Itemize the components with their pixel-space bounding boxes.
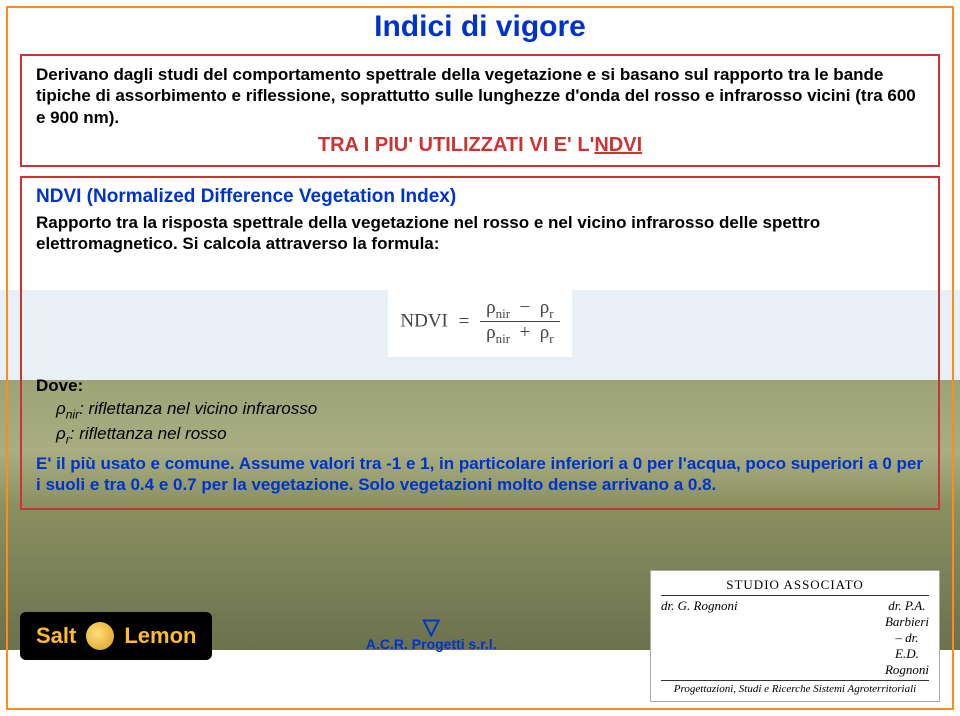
- ndvi-description: Rapporto tra la risposta spettrale della…: [36, 212, 924, 255]
- slide-title: Indici di vigore: [0, 10, 960, 44]
- intro-text: Derivano dagli studi del comportamento s…: [36, 64, 924, 128]
- den-rho-r: ρ: [540, 322, 549, 343]
- equals-sign: =: [459, 311, 470, 332]
- dove-block: Dove: ρnir: riflettanza nel vicino infra…: [36, 375, 924, 496]
- num-r-sub: r: [549, 305, 553, 320]
- rho-r-symbol: ρ: [56, 424, 66, 443]
- rho-nir-text: : riflettanza nel vicino infrarosso: [79, 399, 317, 418]
- rho-nir-line: ρnir: riflettanza nel vicino infrarosso: [36, 398, 924, 423]
- studio-title: STUDIO ASSOCIATO: [661, 577, 929, 596]
- lemon-icon: [86, 622, 114, 650]
- formula-lhs: NDVI: [400, 310, 448, 331]
- den-rho-nir: ρ: [486, 322, 495, 343]
- rho-nir-sub: nir: [66, 407, 79, 421]
- studio-name-left: dr. G. Rognoni: [661, 598, 738, 678]
- ndvi-link: NDVI: [594, 134, 642, 156]
- acr-text: A.C.R. Progetti s.r.l.: [366, 636, 497, 652]
- den-r-sub: r: [549, 331, 553, 346]
- lemon-text: Lemon: [124, 623, 196, 649]
- studio-subtitle: Progettazioni, Studi e Ricerche Sistemi …: [661, 680, 929, 695]
- num-rho-nir: ρ: [486, 297, 495, 318]
- studio-names: dr. G. Rognoni dr. P.A. Barbieri – dr. E…: [661, 596, 929, 680]
- ndvi-box: NDVI (Normalized Difference Vegetation I…: [20, 176, 940, 510]
- dove-label: Dove:: [36, 375, 924, 398]
- salt-text: Salt: [36, 623, 76, 649]
- footer: Salt Lemon ▽ A.C.R. Progetti s.r.l. STUD…: [20, 570, 940, 702]
- formula-denominator: ρnir + ρr: [480, 322, 559, 347]
- ndvi-heading: NDVI (Normalized Difference Vegetation I…: [36, 186, 924, 208]
- acr-triangle-icon: ▽: [212, 620, 650, 633]
- rho-nir-symbol: ρ: [56, 399, 66, 418]
- formula-container: NDVI = ρnir − ρr ρnir + ρr: [36, 287, 924, 358]
- acr-logo: ▽ A.C.R. Progetti s.r.l.: [212, 620, 650, 651]
- conclusion-text: E' il più usato e comune. Assume valori …: [36, 453, 924, 496]
- num-rho-r: ρ: [540, 297, 549, 318]
- formula-fraction: ρnir − ρr ρnir + ρr: [480, 297, 559, 348]
- subline-prefix: TRA I PIU' UTILIZZATI VI E' L': [318, 134, 594, 156]
- formula-numerator: ρnir − ρr: [480, 297, 559, 323]
- studio-name-right: dr. P.A. Barbieri – dr. E.D. Rognoni: [885, 598, 929, 678]
- studio-logo: STUDIO ASSOCIATO dr. G. Rognoni dr. P.A.…: [650, 570, 940, 702]
- den-nir-sub: nir: [496, 331, 510, 346]
- rho-r-line: ρr: riflettanza nel rosso: [36, 423, 924, 448]
- intro-subline: TRA I PIU' UTILIZZATI VI E' L'NDVI: [36, 134, 924, 157]
- num-nir-sub: nir: [496, 305, 510, 320]
- rho-r-text: : riflettanza nel rosso: [70, 424, 227, 443]
- intro-box: Derivano dagli studi del comportamento s…: [20, 54, 940, 167]
- ndvi-formula: NDVI = ρnir − ρr ρnir + ρr: [388, 287, 571, 358]
- salt-lemon-logo: Salt Lemon: [20, 612, 212, 660]
